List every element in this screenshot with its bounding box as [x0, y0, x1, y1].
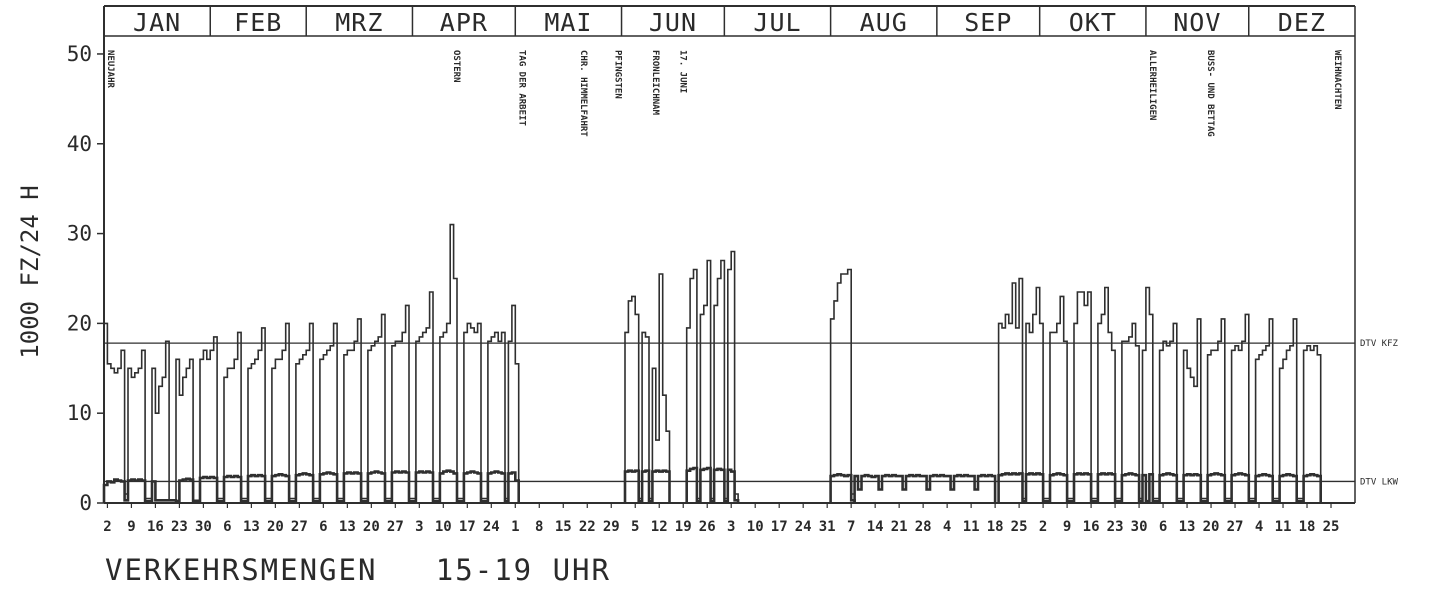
month-label: DEZ [1278, 8, 1326, 37]
x-tick-label: 30 [195, 519, 212, 535]
series-line-kfz [624, 273, 671, 503]
series-line-kfz [685, 250, 739, 503]
x-tick-label: 10 [435, 519, 452, 535]
series-line-lkw [829, 473, 856, 503]
x-tick-label: 2 [1039, 519, 1047, 535]
x-tick-label: 20 [1203, 519, 1220, 535]
x-tick-label: 20 [267, 519, 284, 535]
holiday-annotation: CHR. HIMMELFAHRT [578, 50, 588, 137]
y-tick-label: 50 [67, 42, 92, 66]
holiday-annotation: OSTERN [451, 50, 461, 83]
x-tick-label: 13 [243, 519, 260, 535]
month-label: APR [440, 8, 488, 37]
series-line-lkw [623, 469, 671, 503]
x-tick-label: 26 [699, 519, 716, 535]
month-label: JUN [649, 8, 697, 37]
x-tick-label: 9 [1063, 519, 1071, 535]
x-tick-label: 18 [1299, 519, 1316, 535]
x-tick-label: 23 [171, 519, 188, 535]
x-tick-label: 14 [867, 519, 884, 535]
x-tick-label: 16 [147, 519, 164, 535]
x-tick-label: 18 [987, 519, 1004, 535]
y-tick-label: 30 [67, 222, 92, 246]
x-tick-label: 13 [1179, 519, 1196, 535]
y-tick-label: 40 [67, 132, 92, 156]
series-line-kfz [829, 268, 856, 503]
x-tick-label: 6 [1159, 519, 1167, 535]
x-tick-label: 3 [727, 519, 735, 535]
holiday-annotation: PFINGSTEN [612, 50, 622, 99]
series-line-lkw [102, 469, 520, 503]
x-tick-label: 24 [795, 519, 812, 535]
month-label: JUL [753, 8, 801, 37]
holiday-annotation: FRONLEICHNAM [650, 50, 660, 116]
x-tick-label: 5 [631, 519, 639, 535]
month-label: OKT [1069, 8, 1117, 37]
x-tick-label: 27 [387, 519, 404, 535]
x-tick-label: 11 [1275, 519, 1292, 535]
holiday-annotation: WEIHNACHTEN [1332, 50, 1342, 110]
x-tick-label: 25 [1323, 519, 1340, 535]
x-tick-label: 31 [819, 519, 836, 535]
x-tick-label: 17 [459, 519, 476, 535]
x-tick-label: 15 [555, 519, 572, 535]
holiday-annotation: NEUJAHR [105, 50, 115, 89]
x-tick-label: 6 [223, 519, 231, 535]
x-tick-label: 21 [891, 519, 908, 535]
x-tick-label: 3 [415, 519, 423, 535]
x-tick-label: 23 [1107, 519, 1124, 535]
month-label: MRZ [335, 8, 383, 37]
chart-title: VERKEHRSMENGEN 15-19 UHR [105, 553, 611, 585]
x-tick-label: 1 [511, 519, 519, 535]
reference-line-label: DTV KFZ [1360, 339, 1399, 349]
x-tick-label: 9 [127, 519, 135, 535]
x-tick-label: 11 [963, 519, 980, 535]
x-tick-label: 7 [847, 519, 855, 535]
x-tick-label: 8 [535, 519, 543, 535]
y-tick-label: 20 [67, 311, 92, 335]
month-label: SEP [964, 8, 1012, 37]
x-tick-label: 19 [675, 519, 692, 535]
x-tick-label: 4 [943, 519, 951, 535]
x-tick-label: 28 [915, 519, 932, 535]
x-tick-label: 10 [747, 519, 764, 535]
y-tick-label: 10 [67, 401, 92, 425]
x-tick-label: 4 [1255, 519, 1263, 535]
x-tick-label: 30 [1131, 519, 1148, 535]
x-tick-label: 20 [363, 519, 380, 535]
month-label: MAI [544, 8, 592, 37]
holiday-annotation: ALLERHEILIGEN [1147, 50, 1157, 120]
month-label: AUG [860, 8, 908, 37]
holiday-annotation: TAG DER ARBEIT [516, 50, 526, 126]
x-tick-label: 13 [339, 519, 356, 535]
x-tick-label: 27 [1227, 519, 1244, 535]
month-label: NOV [1173, 8, 1221, 37]
x-tick-label: 22 [579, 519, 596, 535]
x-tick-label: 2 [103, 519, 111, 535]
month-label: JAN [133, 8, 181, 37]
month-label: FEB [234, 8, 282, 37]
series-line-lkw [685, 466, 740, 503]
series-line-kfz [103, 223, 520, 503]
holiday-annotation: BUSS- UND BETTAG [1205, 50, 1215, 137]
x-tick-label: 29 [603, 519, 620, 535]
x-tick-label: 6 [319, 519, 327, 535]
series-line-kfz [997, 277, 1322, 503]
x-tick-label: 27 [291, 519, 308, 535]
x-tick-label: 24 [483, 519, 500, 535]
reference-line-label: DTV LKW [1360, 477, 1399, 487]
x-tick-label: 12 [651, 519, 668, 535]
x-tick-label: 17 [771, 519, 788, 535]
series-line-lkw [997, 472, 1322, 503]
y-axis-title: 1000 FZ/24 H [16, 185, 44, 358]
x-tick-label: 25 [1011, 519, 1028, 535]
y-tick-label: 0 [79, 491, 92, 515]
series-line-lkw [853, 473, 997, 503]
holiday-annotation: 17. JUNI [677, 50, 687, 93]
x-tick-label: 16 [1083, 519, 1100, 535]
